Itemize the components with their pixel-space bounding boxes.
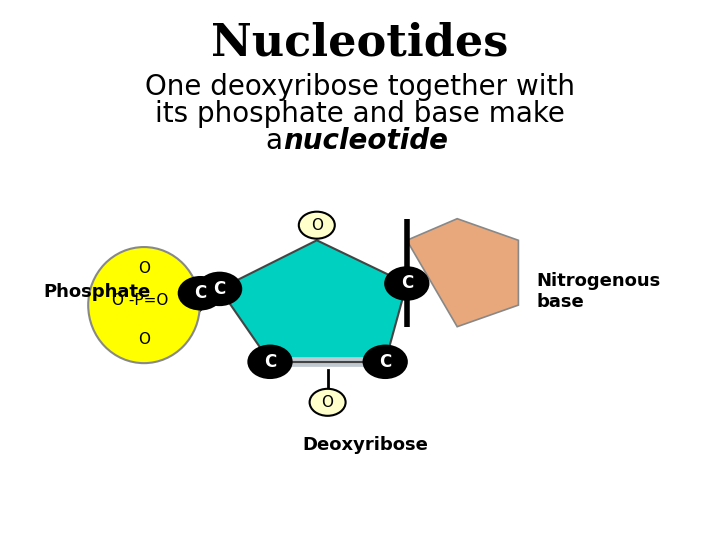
Text: O: O xyxy=(138,261,150,276)
Text: .: . xyxy=(433,127,442,155)
Text: Deoxyribose: Deoxyribose xyxy=(302,436,428,455)
Ellipse shape xyxy=(89,247,200,363)
Circle shape xyxy=(198,273,241,305)
Text: O: O xyxy=(322,395,333,410)
Text: Phosphate: Phosphate xyxy=(43,282,150,301)
Text: Nucleotides: Nucleotides xyxy=(211,22,509,65)
Circle shape xyxy=(299,212,335,239)
Circle shape xyxy=(385,267,428,300)
Text: C: C xyxy=(264,353,276,371)
Text: O: O xyxy=(311,218,323,233)
Circle shape xyxy=(310,389,346,416)
Text: its phosphate and base make: its phosphate and base make xyxy=(155,100,565,128)
Text: Nitrogenous
base: Nitrogenous base xyxy=(536,272,661,311)
Polygon shape xyxy=(220,240,407,362)
Text: C: C xyxy=(194,284,207,302)
Text: One deoxyribose together with: One deoxyribose together with xyxy=(145,73,575,101)
Circle shape xyxy=(364,346,407,378)
Polygon shape xyxy=(407,219,518,327)
Circle shape xyxy=(248,346,292,378)
Text: C: C xyxy=(400,274,413,293)
Text: C: C xyxy=(379,353,392,371)
Text: nucleotide: nucleotide xyxy=(283,127,448,155)
Text: a: a xyxy=(265,127,282,155)
Text: O -P=O: O -P=O xyxy=(112,293,168,308)
Text: O: O xyxy=(138,332,150,347)
Circle shape xyxy=(179,277,222,309)
Text: C: C xyxy=(213,280,226,298)
